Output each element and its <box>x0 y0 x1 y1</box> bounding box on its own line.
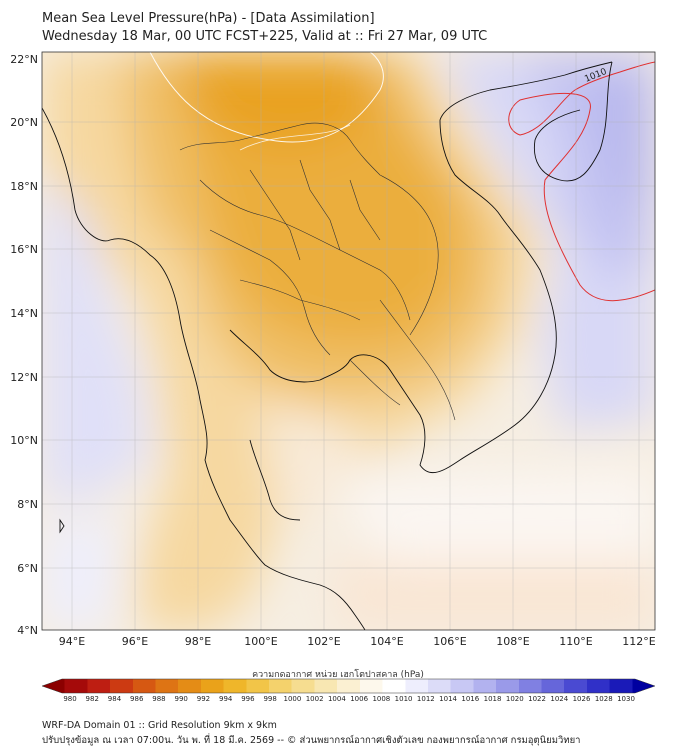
lon-tick: 112°E <box>622 635 655 648</box>
colorbar-level-label: 1014 <box>439 695 457 703</box>
lon-tick: 108°E <box>496 635 529 648</box>
lat-tick: 12°N <box>10 371 38 384</box>
lat-tick: 14°N <box>10 307 38 320</box>
colorbar-level-label: 1010 <box>395 695 413 703</box>
colorbar-level-label: 1026 <box>573 695 591 703</box>
colorbar-level-label: 988 <box>152 695 165 703</box>
lon-tick: 106°E <box>433 635 466 648</box>
colorbar-level-label: 1002 <box>306 695 324 703</box>
colorbar-level-label: 1020 <box>506 695 524 703</box>
coastline <box>42 61 613 630</box>
colorbar-title: ความกดอากาศ หน่วย เฮกโตปาสคาล (hPa) <box>252 670 424 680</box>
lon-tick: 110°E <box>559 635 592 648</box>
colorbar-level-label: 992 <box>197 695 210 703</box>
lat-axis: 22°N 20°N 18°N 16°N 14°N 12°N 10°N 8°N 6… <box>10 53 38 637</box>
isobar-1010 <box>508 61 655 302</box>
colorbar-level-label: 980 <box>63 695 76 703</box>
graticule <box>42 52 655 630</box>
pressure-field <box>42 52 655 630</box>
lat-tick: 22°N <box>10 53 38 66</box>
colorbar: 980 982 984 986 988 990 992 994 996 998 1000 1002 10… <box>41 678 656 703</box>
colorbar-level-label: 1000 <box>283 695 301 703</box>
colorbar-level-label: 1008 <box>372 695 390 703</box>
colorbar-level-label: 1018 <box>484 695 502 703</box>
lat-tick: 6°N <box>17 562 38 575</box>
colorbar-level-label: 984 <box>108 695 122 703</box>
lat-tick: 16°N <box>10 243 38 256</box>
lon-tick: 98°E <box>185 635 211 648</box>
admin-borders <box>179 122 456 421</box>
colorbar-labels: 980 982 984 986 988 990 992 994 996 998 1000 1002 10… <box>63 695 635 703</box>
colorbar-level-label: 1004 <box>328 695 346 703</box>
lat-tick: 18°N <box>10 180 38 193</box>
lat-tick: 8°N <box>17 498 38 511</box>
colorbar-level-label: 994 <box>219 695 233 703</box>
colorbar-level-label: 1012 <box>417 695 435 703</box>
lon-tick: 94°E <box>59 635 85 648</box>
colorbar-level-label: 996 <box>241 695 255 703</box>
colorbar-level-label: 982 <box>86 695 99 703</box>
map-title: Mean Sea Level Pressure(hPa) - [Data Ass… <box>42 11 375 26</box>
colorbar-level-label: 1030 <box>617 695 635 703</box>
colorbar-level-label: 1024 <box>550 695 568 703</box>
colorbar-level-label: 1028 <box>595 695 613 703</box>
map-subtitle: Wednesday 18 Mar, 00 UTC FCST+225, Valid… <box>42 29 488 44</box>
lat-tick: 4°N <box>17 624 38 637</box>
colorbar-level-label: 1016 <box>461 695 479 703</box>
footer-credit: ปรับปรุงข้อมูล ณ เวลา 07:00น. วัน พ. ที่… <box>42 735 581 746</box>
map-frame <box>41 51 656 631</box>
colorbar-bar <box>41 678 656 694</box>
colorbar-level-label: 990 <box>175 695 188 703</box>
lon-axis: 94°E 96°E 98°E 100°E 102°E 104°E 106°E 1… <box>59 635 656 648</box>
lat-tick: 20°N <box>10 116 38 129</box>
lon-tick: 104°E <box>370 635 403 648</box>
footer-model-info: WRF-DA Domain 01 :: Grid Resolution 9km … <box>42 720 277 731</box>
colorbar-level-label: 998 <box>263 695 276 703</box>
lon-tick: 102°E <box>307 635 340 648</box>
colorbar-level-label: 1006 <box>350 695 368 703</box>
lat-tick: 10°N <box>10 434 38 447</box>
lon-tick: 96°E <box>122 635 148 648</box>
colorbar-level-label: 986 <box>130 695 144 703</box>
colorbar-level-label: 1022 <box>528 695 546 703</box>
lon-tick: 100°E <box>244 635 277 648</box>
